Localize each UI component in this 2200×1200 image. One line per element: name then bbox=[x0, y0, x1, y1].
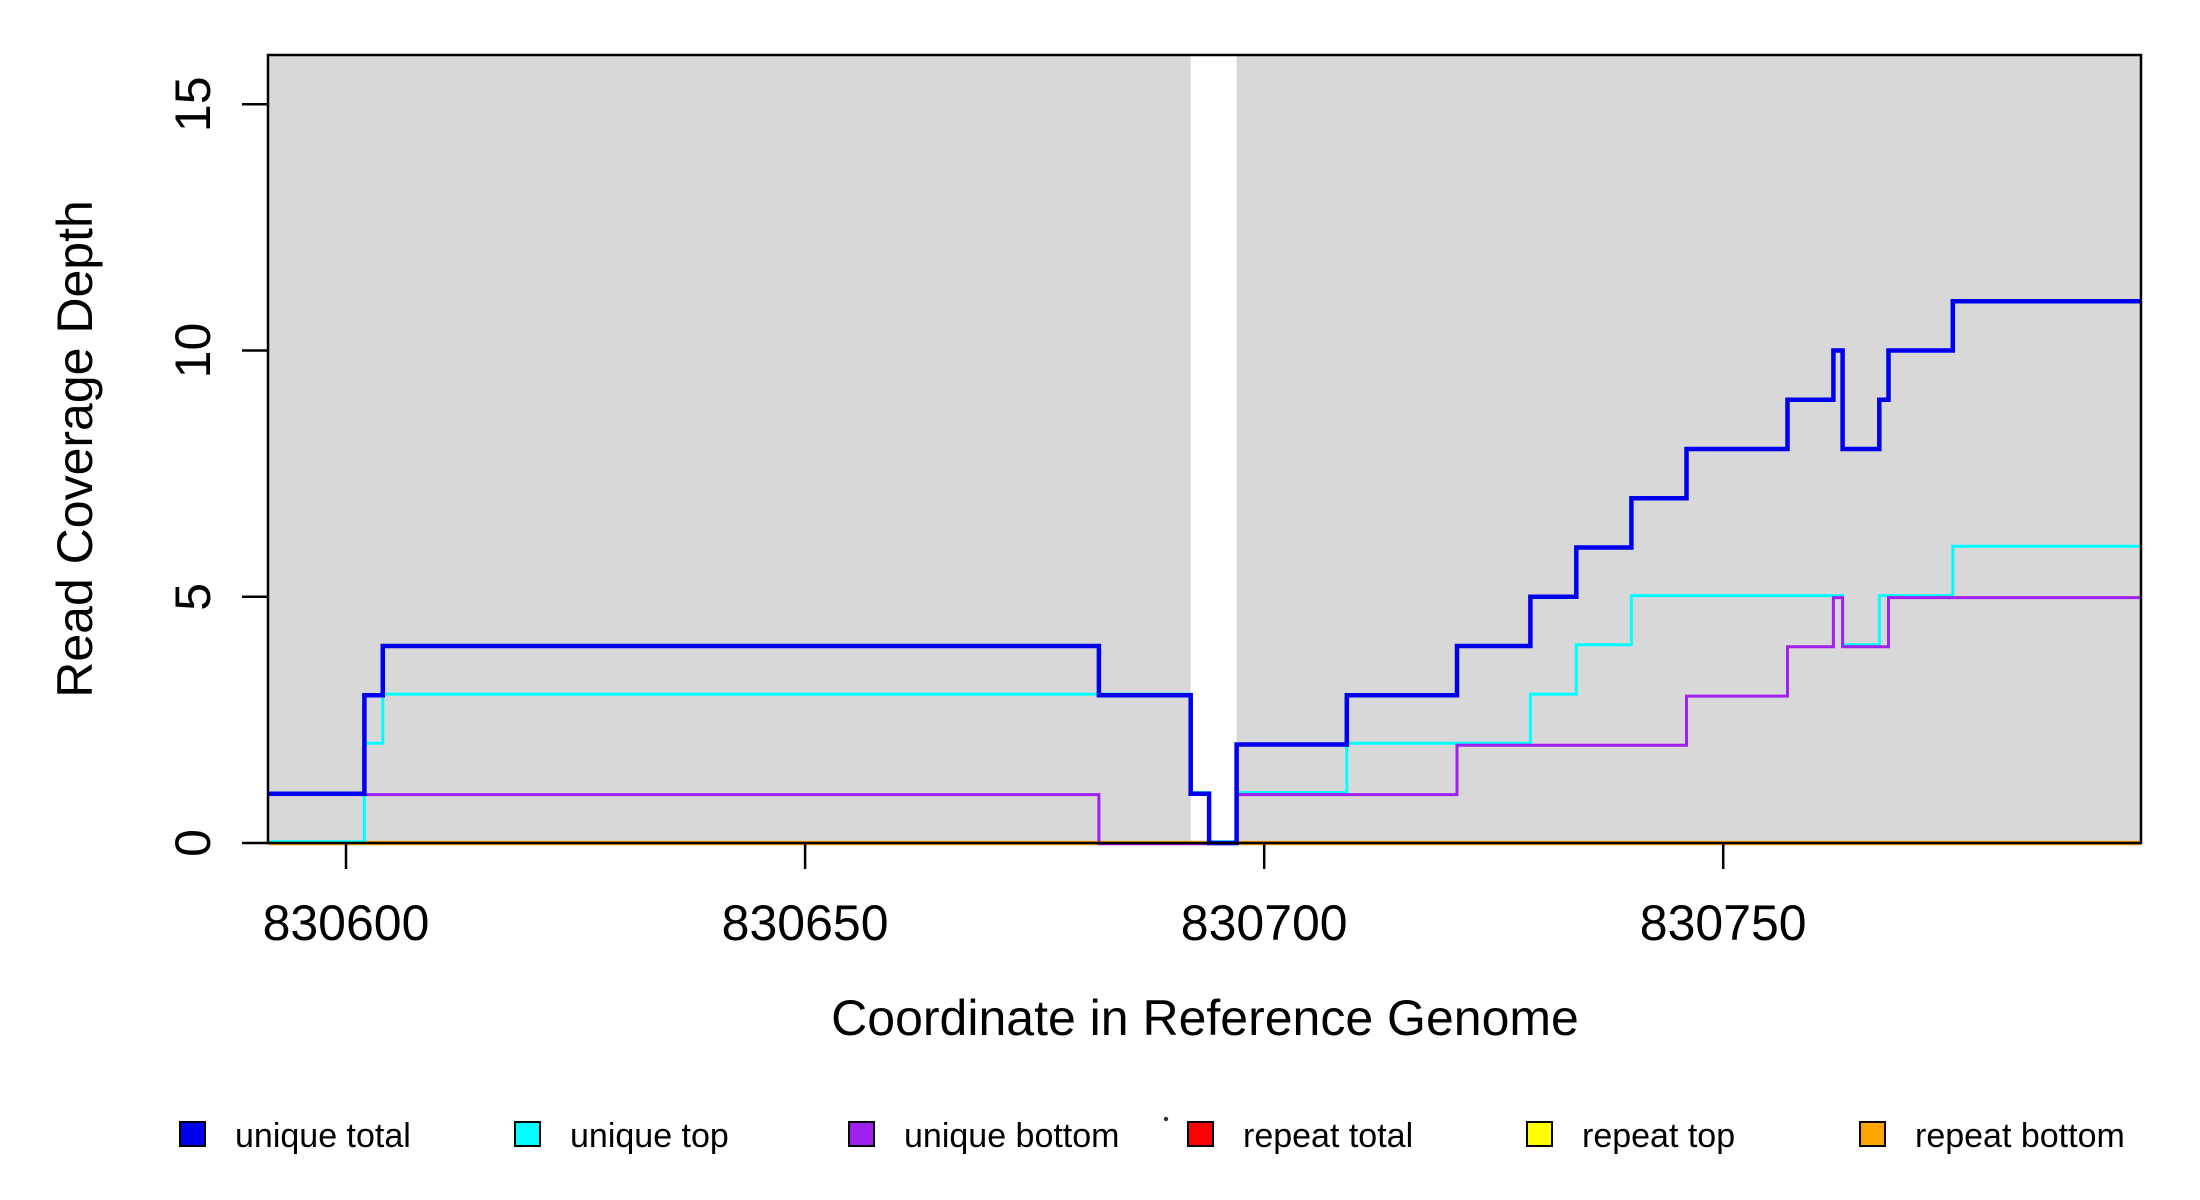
y-tick-label: 5 bbox=[165, 583, 221, 611]
y-axis-title: Read Coverage Depth bbox=[47, 200, 103, 698]
legend-item-repeat-bottom: repeat bottom bbox=[1859, 1117, 2125, 1155]
y-tick-label: 0 bbox=[165, 829, 221, 857]
legend-item-unique-bottom: unique bottom bbox=[848, 1117, 1120, 1155]
x-axis: 830600 830650 830700 830750 bbox=[263, 843, 1807, 951]
legend-label: repeat bottom bbox=[1915, 1117, 2125, 1155]
panel-shade bbox=[268, 55, 1191, 843]
legend-label: unique bottom bbox=[904, 1117, 1120, 1155]
legend-swatch-unique-bottom bbox=[848, 1121, 875, 1147]
x-tick-label: 830650 bbox=[722, 895, 889, 951]
legend-label: unique top bbox=[570, 1117, 729, 1155]
legend-swatch-repeat-top bbox=[1526, 1121, 1553, 1147]
legend-item-repeat-top: repeat top bbox=[1526, 1117, 1735, 1155]
y-axis: 0 5 10 15 bbox=[165, 76, 268, 857]
legend-item-unique-total: unique total bbox=[179, 1117, 411, 1155]
legend-item-unique-top: unique top bbox=[514, 1117, 729, 1155]
legend-item-repeat-total: repeat total bbox=[1187, 1117, 1413, 1155]
stray-dot bbox=[1163, 1116, 1169, 1122]
x-tick-label: 830700 bbox=[1181, 895, 1348, 951]
legend: unique total unique top unique bottom re… bbox=[179, 1117, 2125, 1155]
x-tick-label: 830600 bbox=[263, 895, 430, 951]
y-tick-label: 10 bbox=[165, 323, 221, 379]
legend-label: unique total bbox=[235, 1117, 411, 1155]
legend-swatch-repeat-total bbox=[1187, 1121, 1214, 1147]
legend-swatch-unique-total bbox=[179, 1121, 206, 1147]
legend-label: repeat top bbox=[1582, 1117, 1735, 1155]
x-tick-label: 830750 bbox=[1640, 895, 1807, 951]
y-tick-label: 15 bbox=[165, 76, 221, 132]
series-unique-total-line bbox=[268, 299, 2141, 846]
panel-border bbox=[266, 53, 2143, 845]
legend-label: repeat total bbox=[1243, 1117, 1413, 1155]
legend-swatch-repeat-bottom bbox=[1859, 1121, 1886, 1147]
series-unique-top-line bbox=[268, 544, 2141, 844]
legend-swatch-unique-top bbox=[514, 1121, 541, 1147]
x-axis-title: Coordinate in Reference Genome bbox=[831, 990, 1579, 1046]
